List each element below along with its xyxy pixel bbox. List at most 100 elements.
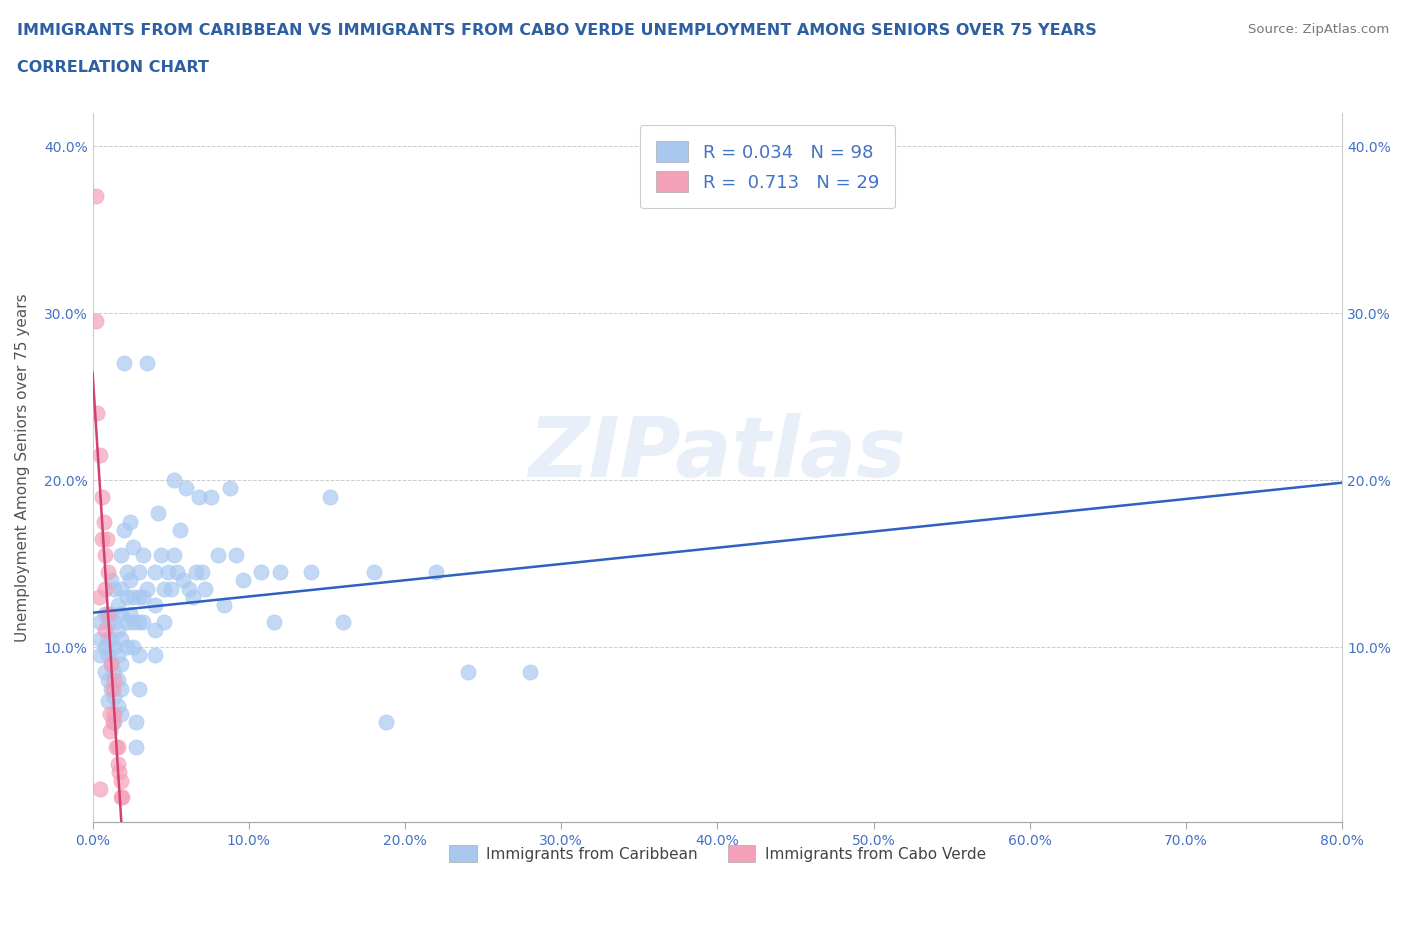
Point (93, 514, 115, 529)
Point (120, 514, 142, 529)
Point (110, 790, 132, 804)
Point (94, 548, 117, 563)
Point (107, 673, 129, 688)
Point (89, 615, 111, 630)
Point (128, 648, 150, 663)
Point (115, 615, 138, 630)
Point (319, 489, 342, 504)
Point (110, 606, 132, 621)
Point (120, 606, 142, 621)
Point (111, 790, 134, 804)
Point (194, 581, 217, 596)
Point (105, 740, 128, 755)
Point (269, 565, 291, 579)
Point (131, 548, 153, 563)
Point (375, 715, 398, 730)
Point (153, 615, 176, 630)
Point (250, 565, 273, 579)
Point (181, 590, 204, 604)
Point (166, 565, 188, 579)
Point (103, 640, 125, 655)
Point (207, 548, 229, 563)
Point (148, 506, 170, 521)
Point (143, 648, 166, 663)
Point (94, 665, 117, 680)
Point (100, 606, 122, 621)
Point (103, 665, 125, 680)
Point (225, 548, 247, 563)
Point (94, 640, 117, 655)
Point (136, 355, 159, 370)
Point (97, 648, 120, 663)
Point (107, 698, 129, 713)
Text: IMMIGRANTS FROM CARIBBEAN VS IMMIGRANTS FROM CABO VERDE UNEMPLOYMENT AMONG SENIO: IMMIGRANTS FROM CARIBBEAN VS IMMIGRANTS … (17, 23, 1097, 38)
Point (176, 481, 198, 496)
Point (115, 640, 138, 655)
Point (103, 673, 125, 688)
Point (122, 590, 145, 604)
Point (103, 581, 125, 596)
Point (107, 598, 129, 613)
Point (128, 682, 150, 697)
Point (94, 623, 117, 638)
Point (163, 472, 186, 487)
Point (97, 693, 120, 708)
Point (94, 581, 117, 596)
Point (98, 724, 121, 738)
Point (136, 581, 159, 596)
Point (97, 673, 120, 688)
Point (110, 707, 132, 722)
Point (159, 581, 181, 596)
Text: ZIPatlas: ZIPatlas (529, 413, 907, 494)
Point (110, 631, 132, 646)
Point (122, 539, 145, 554)
Point (110, 657, 132, 671)
Point (100, 657, 122, 671)
Point (200, 489, 222, 504)
Point (86, 405, 108, 420)
Point (84, 189, 107, 204)
Point (299, 565, 322, 579)
Point (128, 565, 150, 579)
Point (143, 598, 166, 613)
Point (94, 606, 117, 621)
Point (120, 573, 142, 588)
Point (131, 615, 153, 630)
Point (97, 631, 120, 646)
Point (107, 756, 129, 771)
Point (169, 523, 191, 538)
Point (115, 565, 138, 579)
Point (91, 531, 114, 546)
Point (97, 606, 120, 621)
Point (212, 598, 235, 613)
Point (89, 648, 111, 663)
Point (101, 682, 124, 697)
Point (263, 615, 285, 630)
Point (232, 573, 254, 588)
Point (519, 665, 541, 680)
Point (128, 615, 150, 630)
Y-axis label: Unemployment Among Seniors over 75 years: Unemployment Among Seniors over 75 years (15, 293, 30, 642)
Text: Source: ZipAtlas.com: Source: ZipAtlas.com (1249, 23, 1389, 36)
Point (128, 590, 150, 604)
Point (101, 715, 124, 730)
Point (89, 631, 111, 646)
Point (187, 489, 209, 504)
Point (191, 565, 214, 579)
Point (112, 355, 135, 370)
Point (112, 523, 135, 538)
Point (87, 590, 110, 604)
Point (363, 565, 385, 579)
Point (84, 314, 107, 329)
Point (150, 548, 173, 563)
Point (103, 615, 125, 630)
Point (110, 548, 132, 563)
Point (143, 623, 166, 638)
Point (100, 631, 122, 646)
Point (107, 740, 129, 755)
Point (97, 615, 120, 630)
Point (115, 590, 138, 604)
Point (107, 648, 129, 663)
Point (89, 447, 111, 462)
Point (110, 581, 132, 596)
